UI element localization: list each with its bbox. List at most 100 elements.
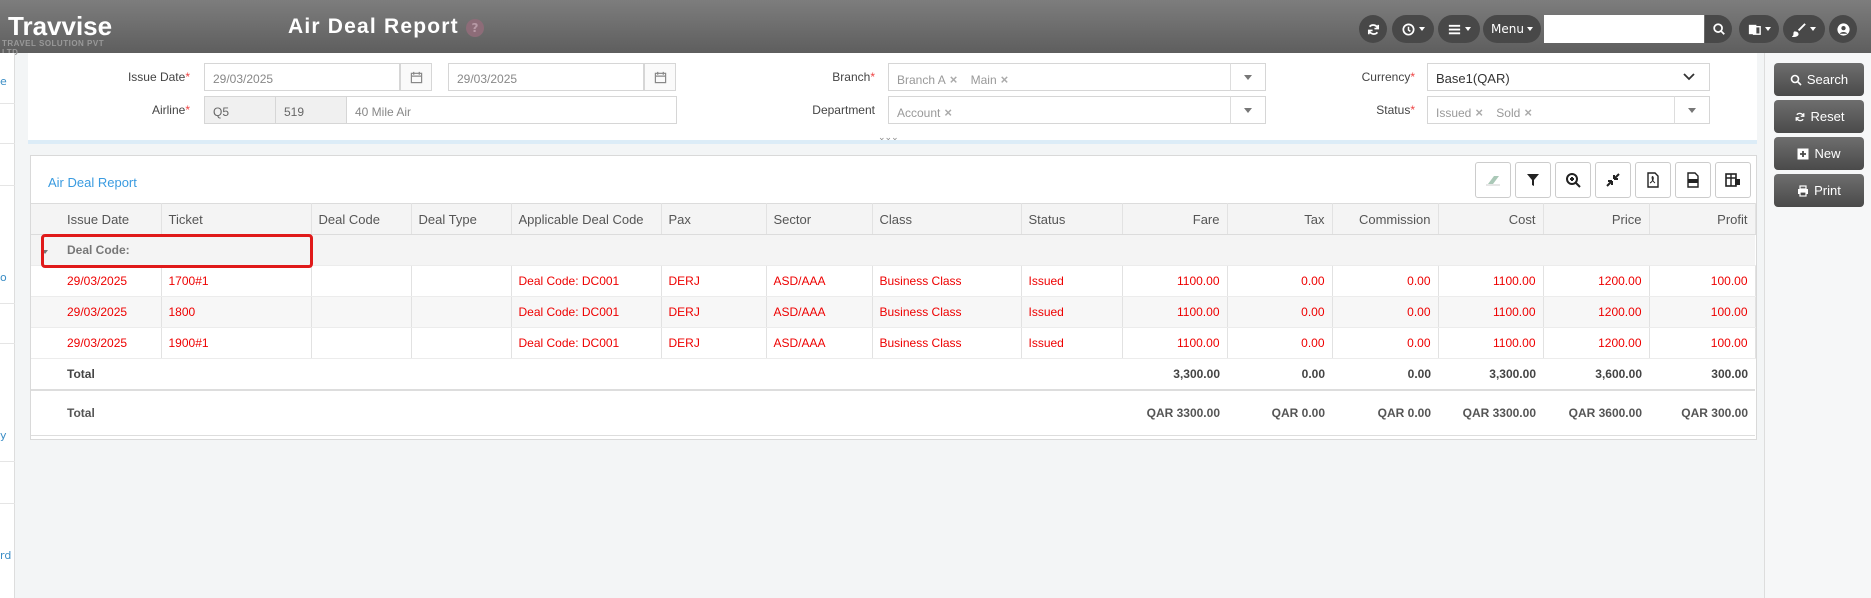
column-header-cost[interactable]: Cost [1438, 203, 1544, 235]
remove-tag-icon[interactable]: × [944, 105, 952, 120]
logo-tagline: TRAVEL SOLUTION PVT LTD [2, 39, 105, 57]
column-header-status[interactable]: Status [1021, 203, 1123, 235]
zoom-in-button[interactable] [1555, 162, 1591, 198]
refresh-button[interactable] [1359, 15, 1387, 43]
divider [0, 461, 15, 462]
currency-select[interactable]: Base1(QAR) [1427, 63, 1710, 91]
currency-label: Currency* [1361, 70, 1415, 84]
cell-sector: ASD/AAA [766, 265, 873, 297]
remove-tag-icon[interactable]: × [1475, 105, 1483, 120]
table-row[interactable]: 29/03/2025 1900#1 Deal Code: DC001 DERJ … [31, 327, 1756, 359]
column-chooser-button[interactable] [1715, 162, 1751, 198]
cell-status: Issued [1021, 327, 1123, 359]
branch-dropdown-toggle[interactable] [1230, 63, 1266, 91]
divider [0, 185, 15, 186]
column-header-price[interactable]: Price [1543, 203, 1650, 235]
column-header-pax[interactable]: Pax [661, 203, 767, 235]
status-dropdown-toggle[interactable] [1674, 96, 1710, 124]
grand-total-label: Total [31, 389, 161, 436]
print-button-label: Print [1814, 183, 1841, 198]
header-search-button[interactable] [1705, 15, 1732, 43]
chevron-down-icon [1688, 107, 1696, 113]
table-row[interactable]: 29/03/2025 1700#1 Deal Code: DC001 DERJ … [31, 265, 1756, 297]
search-button[interactable]: Search [1774, 63, 1864, 96]
column-header-tax[interactable]: Tax [1227, 203, 1333, 235]
column-header-ticket[interactable]: Ticket [161, 203, 312, 235]
subtotal-cost: 3,300.00 [1438, 358, 1543, 391]
history-button[interactable] [1392, 15, 1434, 43]
chevron-down-icon [1244, 74, 1252, 80]
list-icon [1448, 24, 1461, 34]
issue-date-from-calendar[interactable] [400, 63, 432, 91]
user-profile-button[interactable] [1829, 15, 1857, 43]
help-icon[interactable]: ? [466, 19, 484, 37]
cell-fare: 1100.00 [1122, 296, 1228, 328]
grand-total-spacer [161, 389, 1122, 436]
grand-total-profit: QAR 300.00 [1649, 389, 1755, 436]
sidebar-fragment[interactable]: e [0, 75, 7, 88]
menu-button[interactable]: Menu [1483, 15, 1541, 43]
column-header-fare[interactable]: Fare [1122, 203, 1228, 235]
cell-fare: 1100.00 [1122, 327, 1228, 359]
issue-date-to-field[interactable]: 29/03/2025 [448, 63, 644, 91]
cell-pax: DERJ [661, 296, 767, 328]
subtotal-label: Total [31, 358, 161, 391]
user-icon [1836, 22, 1850, 36]
header-search-input[interactable] [1544, 15, 1704, 43]
column-header-class[interactable]: Class [872, 203, 1022, 235]
export-pdf-button[interactable] [1635, 162, 1671, 198]
sidebar-fragment[interactable]: y [0, 429, 7, 442]
branch-tag: Main × [970, 72, 1009, 87]
column-header-profit[interactable]: Profit [1649, 203, 1756, 235]
grand-total-row: Total QAR 3300.00 QAR 0.00 QAR 0.00 QAR … [31, 389, 1755, 436]
app-logo[interactable]: Travvise TRAVEL SOLUTION PVT LTD [0, 9, 130, 57]
cell-issue-date: 29/03/2025 [31, 265, 162, 297]
column-header-deal-code[interactable]: Deal Code [311, 203, 412, 235]
clear-button[interactable] [1475, 162, 1511, 198]
cell-cost: 1100.00 [1438, 296, 1544, 328]
sidebar-fragment[interactable]: rd [0, 549, 12, 562]
remove-tag-icon[interactable]: × [1524, 105, 1532, 120]
table-row[interactable]: 29/03/2025 1800 Deal Code: DC001 DERJ AS… [31, 296, 1756, 328]
column-header-commission[interactable]: Commission [1332, 203, 1439, 235]
remove-tag-icon[interactable]: × [1000, 72, 1009, 87]
list-menu-button[interactable] [1438, 15, 1480, 43]
calendar-icon [654, 71, 666, 83]
column-header-deal-type[interactable]: Deal Type [411, 203, 512, 235]
cell-fare: 1100.00 [1122, 265, 1228, 297]
reset-button[interactable]: Reset [1774, 100, 1864, 133]
filter-button[interactable] [1515, 162, 1551, 198]
top-header: Travvise TRAVEL SOLUTION PVT LTD Air Dea… [0, 0, 1871, 57]
cell-commission: 0.00 [1332, 296, 1439, 328]
collapse-button[interactable] [1595, 162, 1631, 198]
branch-multiselect[interactable]: Branch A × Main × [888, 63, 1233, 91]
grand-total-cost: QAR 3300.00 [1438, 389, 1543, 436]
collapse-group-icon[interactable] [42, 250, 48, 254]
cell-applicable-deal-code: Deal Code: DC001 [511, 265, 662, 297]
cell-applicable-deal-code: Deal Code: DC001 [511, 327, 662, 359]
new-button[interactable]: New [1774, 137, 1864, 170]
language-button[interactable] [1739, 15, 1779, 43]
department-multiselect[interactable]: Account × [888, 96, 1233, 124]
column-header-applicable-deal-code[interactable]: Applicable Deal Code [511, 203, 662, 235]
cell-tax: 0.00 [1227, 327, 1333, 359]
column-header-issue-date[interactable]: Issue Date [31, 203, 162, 235]
double-chevron-down-icon[interactable]: ⌄⌄⌄ [878, 133, 899, 143]
department-dropdown-toggle[interactable] [1230, 96, 1266, 124]
remove-tag-icon[interactable]: × [949, 72, 958, 87]
highlight-box [41, 234, 313, 268]
status-multiselect[interactable]: Issued × Sold × [1427, 96, 1677, 124]
sidebar-fragment[interactable]: o [0, 271, 7, 284]
column-header-sector[interactable]: Sector [766, 203, 873, 235]
group-row-deal-code[interactable]: Deal Code: [31, 234, 1755, 266]
issue-date-to-calendar[interactable] [644, 63, 676, 91]
export-xlsx-button[interactable] [1675, 162, 1711, 198]
cell-deal-code [311, 327, 412, 359]
page-title: Air Deal Report [288, 15, 459, 38]
airline-number-field[interactable]: 519 [275, 96, 347, 124]
issue-date-from-field[interactable]: 29/03/2025 [204, 63, 400, 91]
print-button[interactable]: Print [1774, 174, 1864, 207]
airline-code-field[interactable]: Q5 [204, 96, 276, 124]
theme-button[interactable] [1783, 15, 1825, 43]
airline-name-field[interactable]: 40 Mile Air [346, 96, 677, 124]
